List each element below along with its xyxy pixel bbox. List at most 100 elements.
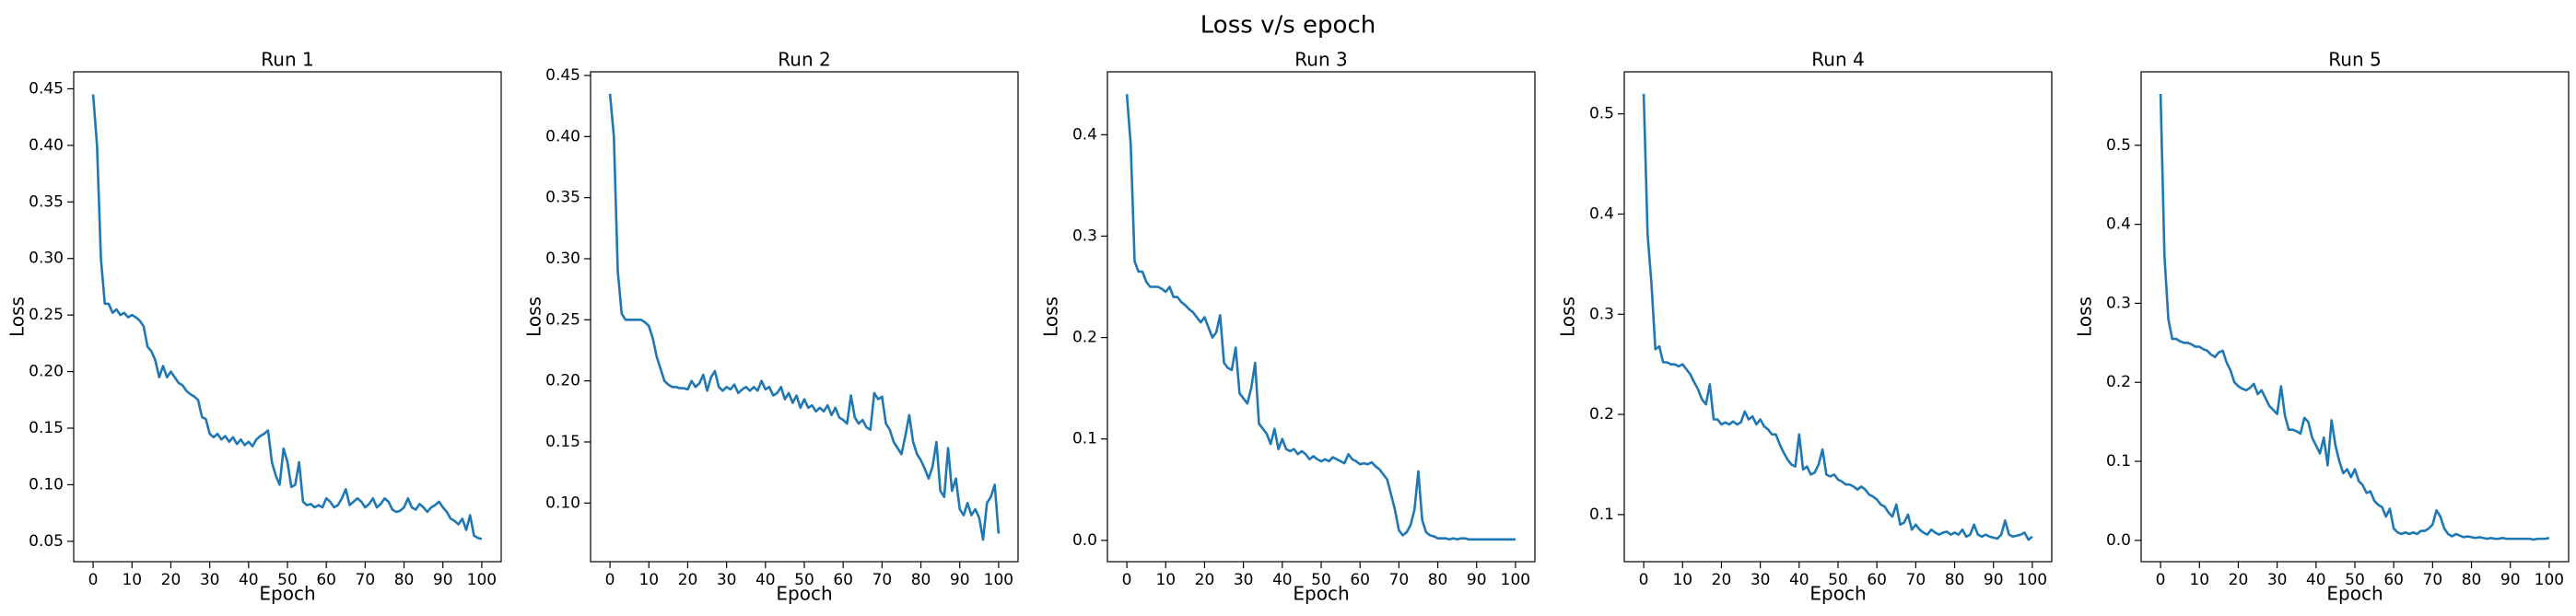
x-tick-label: 50: [2345, 571, 2365, 589]
x-tick-label: 70: [356, 571, 376, 589]
y-tick-label: 0.3: [1072, 227, 1097, 245]
axes-frame: [1623, 71, 2053, 563]
y-tick-label: 0.3: [1589, 305, 1614, 323]
x-tick-label: 30: [1234, 571, 1254, 589]
y-axis-label: Loss: [523, 296, 545, 337]
x-tick-label: 40: [1789, 571, 1809, 589]
axes-frame: [590, 71, 1019, 563]
x-tick-label: 90: [950, 571, 970, 589]
x-tick-label: 30: [717, 571, 737, 589]
y-tick-label: 0.2: [1589, 405, 1614, 424]
y-tick-label: 0.15: [29, 419, 64, 437]
x-tick-label: 10: [1155, 571, 1176, 589]
x-tick-label: 20: [1195, 571, 1215, 589]
y-tick-label: 0.45: [29, 79, 64, 98]
y-tick-label: 0.30: [545, 250, 580, 268]
figure-title: Loss v/s epoch: [1200, 12, 1376, 40]
x-tick-label: 100: [984, 571, 1013, 589]
x-tick-label: 90: [1467, 571, 1487, 589]
x-tick-label: 10: [122, 571, 142, 589]
x-tick-label: 100: [467, 571, 497, 589]
x-tick-label: 60: [833, 571, 853, 589]
y-tick-label: 0.2: [2106, 373, 2131, 391]
x-tick-label: 30: [200, 571, 220, 589]
x-tick-label: 90: [2500, 571, 2521, 589]
y-tick-label: 0.2: [1072, 329, 1097, 347]
axes-frame: [2140, 71, 2570, 563]
subplot-title: Run 4: [1811, 49, 1864, 71]
x-tick-label: 40: [239, 571, 259, 589]
x-tick-label: 80: [1428, 571, 1448, 589]
subplot: Run 1 Epoch Loss 0 10 20 30 40 50 60 70 80 90 100 0.05…: [6, 49, 502, 605]
y-tick-label: 0.25: [29, 306, 64, 324]
x-tick-label: 100: [1501, 571, 1530, 589]
x-tick-label: 70: [1389, 571, 1410, 589]
y-tick-label: 0.45: [545, 66, 580, 85]
x-tick-label: 60: [316, 571, 336, 589]
y-tick-label: 0.10: [29, 475, 64, 494]
axes-frame: [73, 71, 502, 563]
x-axis-label: Epoch: [776, 583, 832, 605]
x-tick-label: 40: [755, 571, 776, 589]
y-tick-label: 0.5: [2106, 136, 2131, 155]
subplot-title: Run 5: [2328, 49, 2381, 71]
y-tick-label: 0.4: [1072, 125, 1097, 144]
x-tick-label: 0: [88, 571, 99, 589]
y-tick-label: 0.25: [545, 310, 580, 329]
x-tick-label: 80: [394, 571, 415, 589]
y-tick-label: 0.4: [2106, 215, 2131, 234]
x-tick-label: 40: [2306, 571, 2326, 589]
y-tick-label: 0.10: [545, 494, 580, 512]
axes-frame: [1107, 71, 1536, 563]
y-axis-label: Loss: [2074, 296, 2096, 337]
x-tick-label: 100: [2018, 571, 2047, 589]
x-tick-label: 60: [2383, 571, 2404, 589]
x-tick-label: 90: [433, 571, 453, 589]
y-tick-label: 0.15: [545, 433, 580, 451]
x-tick-label: 70: [872, 571, 893, 589]
subplot: Run 2 Epoch Loss 0 10 20 30 40 50 60 70 80 90 100 0.10…: [523, 49, 1019, 605]
x-tick-label: 20: [161, 571, 181, 589]
subplot: Run 3 Epoch Loss 0 10 20 30 40 50 60 70 80 90 100 0.0 0…: [1040, 49, 1536, 605]
y-axis-label: Loss: [1040, 296, 1062, 337]
y-tick-label: 0.1: [1072, 430, 1097, 448]
x-tick-label: 40: [1272, 571, 1293, 589]
y-axis-label: Loss: [1557, 296, 1579, 337]
x-tick-label: 70: [2423, 571, 2443, 589]
x-tick-label: 60: [1350, 571, 1370, 589]
x-tick-label: 20: [2229, 571, 2249, 589]
x-tick-label: 50: [794, 571, 814, 589]
y-tick-label: 0.1: [1589, 506, 1614, 524]
x-axis-label: Epoch: [1293, 583, 1349, 605]
x-tick-label: 0: [1122, 571, 1132, 589]
y-tick-label: 0.35: [545, 189, 580, 207]
y-tick-label: 0.20: [545, 372, 580, 390]
loss-line: [2159, 93, 2550, 541]
x-tick-label: 50: [1311, 571, 1331, 589]
x-tick-label: 30: [2267, 571, 2288, 589]
subplot-title: Run 3: [1294, 49, 1347, 71]
x-tick-label: 90: [1984, 571, 2004, 589]
subplot: Run 5 Epoch Loss 0 10 20 30 40 50 60 70 80 90 100 0.0 0…: [2074, 49, 2570, 605]
y-axis-label: Loss: [6, 296, 29, 337]
x-tick-label: 80: [1945, 571, 1965, 589]
y-tick-label: 0.40: [29, 136, 64, 155]
loss-line: [1642, 93, 2033, 541]
x-tick-label: 80: [911, 571, 931, 589]
x-tick-label: 20: [678, 571, 698, 589]
y-tick-label: 0.40: [545, 127, 580, 145]
x-axis-label: Epoch: [2326, 583, 2383, 605]
x-axis-label: Epoch: [259, 583, 315, 605]
y-tick-label: 0.30: [29, 250, 64, 268]
x-tick-label: 50: [1828, 571, 1848, 589]
x-tick-label: 80: [2462, 571, 2482, 589]
x-tick-label: 30: [1751, 571, 1771, 589]
y-tick-label: 0.3: [2106, 294, 2131, 312]
y-tick-label: 0.4: [1589, 204, 1614, 223]
subplot: Run 4 Epoch Loss 0 10 20 30 40 50 60 70 80 90 100 0.1 0…: [1557, 49, 2053, 605]
y-tick-label: 0.05: [29, 532, 64, 551]
x-tick-label: 10: [638, 571, 659, 589]
x-tick-label: 50: [277, 571, 298, 589]
